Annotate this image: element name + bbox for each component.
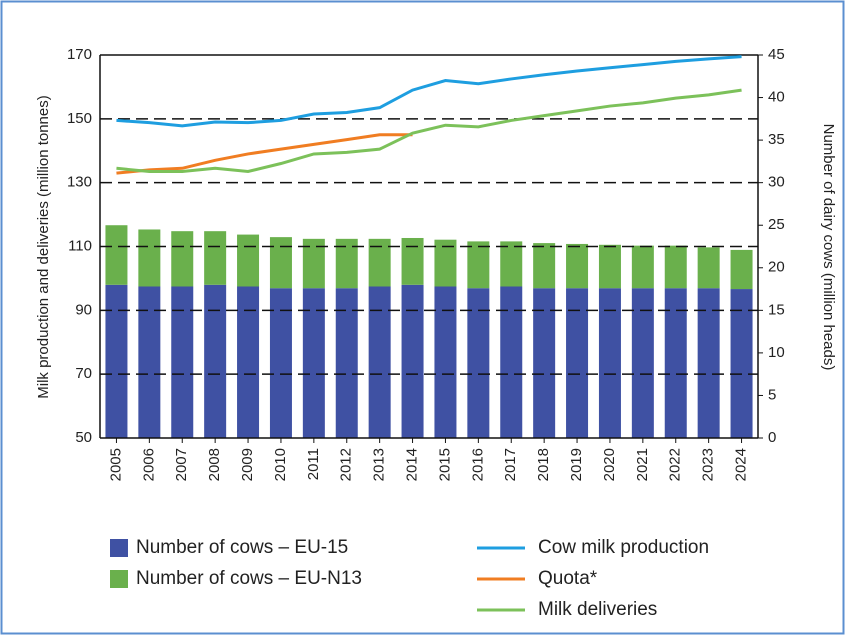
bar [204,284,227,438]
y-tick-label: 110 [68,237,92,254]
line [116,88,742,174]
bar [467,241,490,289]
bar [171,231,194,287]
bar [105,284,128,438]
x-tick-label: 2020 [601,448,618,481]
bar [697,288,720,438]
bar [237,286,260,438]
bar [434,239,457,287]
x-tick-label: 2022 [667,448,684,481]
bar [730,249,753,290]
legend-label: Number of cows – EU-15 [136,537,348,558]
x-tick-label: 2009 [239,448,256,481]
legend-label: Cow milk production [538,537,709,558]
y2-tick-label: 5 [768,386,776,403]
bar [631,288,654,438]
legend-swatch [110,539,128,557]
x-tick-label: 2015 [436,448,453,481]
bar [138,286,161,438]
bar [302,288,325,438]
bar [500,241,523,287]
x-tick-label: 2005 [107,448,124,481]
x-tick-label: 2017 [502,448,519,481]
bar [500,286,523,438]
y2-tick-label: 25 [768,216,785,233]
y2-tick-label: 35 [768,131,785,148]
x-tick-label: 2006 [140,448,157,481]
y2-tick-label: 20 [768,259,785,276]
y-tick-label: 50 [75,429,92,446]
bar [335,238,358,289]
x-tick-label: 2011 [305,448,322,480]
y2-tick-label: 0 [768,429,776,446]
x-tick-label: 2008 [206,448,223,481]
x-tick-label: 2018 [535,448,552,481]
y2-tick-label: 40 [768,89,785,106]
bar [730,289,753,438]
x-tick-label: 2019 [568,448,585,481]
bar [302,238,325,289]
bar [664,288,687,438]
x-tick-label: 2023 [700,448,717,481]
line [116,55,742,128]
y2-tick-label: 10 [768,344,785,361]
x-tick-label: 2010 [272,448,289,481]
legend-label: Milk deliveries [538,599,657,620]
bar [533,243,556,289]
bar [269,237,292,289]
bar [533,288,556,438]
bar [631,245,654,289]
bar [269,288,292,438]
y-tick-label: 150 [67,110,92,127]
bar [138,229,161,287]
x-tick-label: 2016 [469,448,486,481]
line [116,133,413,175]
y-tick-label: 130 [67,174,92,191]
bar [697,247,720,289]
bar [401,237,424,285]
x-tick-label: 2007 [173,448,190,481]
legend-label: Number of cows – EU-N13 [136,568,362,589]
bar [598,244,621,289]
y2-tick-label: 30 [768,174,785,191]
bar [434,286,457,438]
y-tick-label: 170 [67,46,92,63]
bar [204,231,227,285]
y-tick-label: 90 [75,301,92,318]
bar [237,234,260,287]
bar [335,288,358,438]
bar [566,288,589,438]
y2-tick-label: 45 [768,46,785,63]
x-tick-label: 2012 [338,448,355,481]
bar [467,288,490,438]
y-axis-label: Milk production and deliveries (million … [35,95,52,398]
x-tick-label: 2014 [404,448,421,481]
legend: Number of cows – EU-15 Number of cows – E… [110,537,709,620]
legend-label: Quota* [538,568,598,589]
legend-swatch [110,570,128,588]
y2-axis-label: Number of dairy cows (million heads) [820,124,837,371]
y-tick-label: 70 [75,365,92,382]
y2-tick-label: 15 [768,301,785,318]
bar [368,238,391,287]
bar [171,286,194,438]
x-tick-label: 2024 [733,448,750,481]
x-tick-label: 2021 [634,448,651,481]
bar [105,225,128,285]
bar [566,243,589,289]
bar [401,284,424,438]
bar [664,245,687,289]
bar [368,286,391,438]
x-tick-label: 2013 [371,448,388,481]
bar [598,288,621,438]
